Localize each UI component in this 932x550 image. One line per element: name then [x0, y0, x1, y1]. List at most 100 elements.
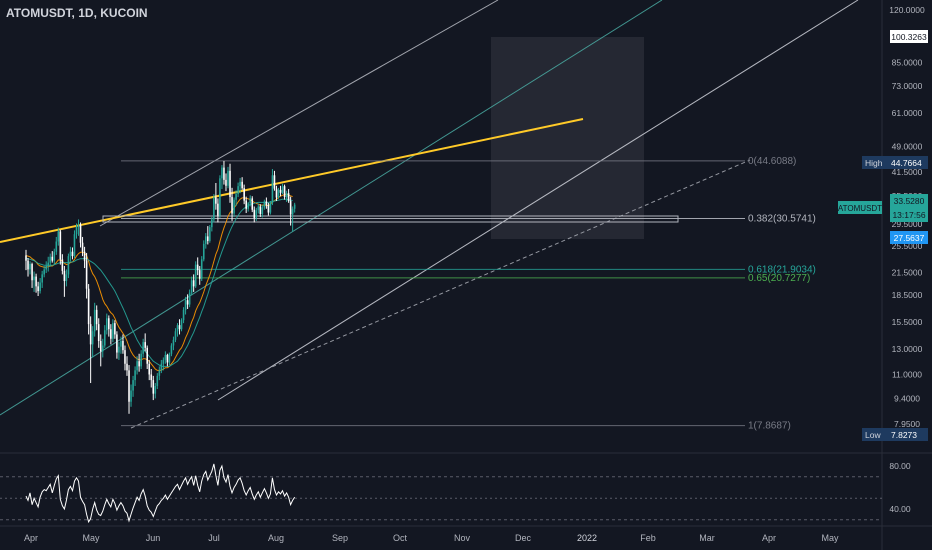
candle-body[interactable]	[55, 241, 58, 252]
candle-body[interactable]	[253, 209, 256, 218]
channel-line-lower[interactable]	[217, 0, 859, 401]
candle-body[interactable]	[198, 270, 201, 279]
candle-body[interactable]	[158, 370, 161, 376]
candle-body[interactable]	[37, 286, 39, 292]
candle-body[interactable]	[255, 210, 258, 218]
candle-body[interactable]	[170, 345, 173, 354]
candle-body[interactable]	[99, 340, 102, 352]
candle-body[interactable]	[136, 361, 138, 371]
candle-body[interactable]	[190, 280, 193, 293]
candle-body[interactable]	[259, 206, 262, 215]
candle-body[interactable]	[91, 331, 94, 345]
candle-body[interactable]	[103, 330, 106, 346]
candle-body[interactable]	[164, 354, 167, 360]
candle-body[interactable]	[283, 186, 286, 198]
candle-body[interactable]	[142, 342, 144, 354]
candle-body[interactable]	[287, 193, 290, 202]
candle-body[interactable]	[239, 181, 241, 187]
rsi-indicator[interactable]: 80.00 40.00	[0, 461, 911, 524]
candle-body[interactable]	[114, 323, 116, 335]
candle-body[interactable]	[53, 251, 56, 261]
candlestick-series[interactable]	[25, 160, 296, 414]
candle-body[interactable]	[168, 353, 171, 363]
candle-body[interactable]	[152, 380, 155, 394]
candle-body[interactable]	[229, 170, 231, 198]
candle-body[interactable]	[291, 208, 294, 215]
candle-body[interactable]	[209, 227, 211, 241]
candle-body[interactable]	[180, 320, 183, 330]
candle-body[interactable]	[200, 259, 203, 279]
candle-body[interactable]	[237, 186, 239, 195]
candle-body[interactable]	[57, 231, 60, 242]
candle-body[interactable]	[33, 276, 35, 281]
candle-body[interactable]	[182, 309, 185, 321]
price-axis[interactable]: 120.0000 85.0000 73.0000 61.0000 49.0000 41.5…	[889, 5, 925, 429]
candle-body[interactable]	[263, 201, 266, 208]
candle-body[interactable]	[83, 251, 86, 261]
projection-box[interactable]	[491, 37, 644, 239]
candle-body[interactable]	[148, 363, 151, 375]
candle-body[interactable]	[140, 353, 142, 367]
candle-body[interactable]	[25, 255, 27, 261]
candle-body[interactable]	[146, 347, 148, 364]
candle-body[interactable]	[245, 200, 247, 209]
candle-body[interactable]	[257, 206, 260, 211]
candle-body[interactable]	[106, 318, 108, 331]
candle-body[interactable]	[93, 309, 96, 332]
candle-body[interactable]	[51, 256, 54, 261]
candle-body[interactable]	[233, 199, 235, 214]
candle-body[interactable]	[204, 236, 207, 244]
candle-body[interactable]	[223, 167, 225, 180]
candle-body[interactable]	[110, 329, 112, 339]
candle-body[interactable]	[215, 197, 217, 204]
candle-body[interactable]	[73, 234, 76, 257]
candle-body[interactable]	[61, 259, 64, 271]
candle-body[interactable]	[271, 175, 274, 203]
candle-body[interactable]	[47, 262, 50, 267]
dashed-support-line[interactable]	[130, 159, 751, 429]
candle-body[interactable]	[188, 292, 191, 305]
candle-body[interactable]	[75, 227, 78, 235]
candle-body[interactable]	[112, 323, 114, 339]
candle-body[interactable]	[89, 324, 92, 345]
candle-body[interactable]	[118, 346, 120, 353]
candle-body[interactable]	[221, 167, 223, 179]
candle-body[interactable]	[243, 188, 245, 201]
time-axis[interactable]: Apr May Jun Jul Aug Sep Oct Nov Dec 2022 Feb Mar Apr…	[24, 533, 839, 543]
drawings-layer[interactable]	[0, 0, 859, 429]
candle-body[interactable]	[196, 264, 199, 271]
candle-body[interactable]	[241, 181, 243, 189]
candle-body[interactable]	[166, 354, 169, 363]
candle-body[interactable]	[261, 207, 264, 215]
candle-body[interactable]	[275, 188, 278, 198]
candle-body[interactable]	[71, 251, 74, 257]
candle-body[interactable]	[184, 300, 187, 310]
candle-body[interactable]	[27, 260, 29, 270]
price-pane[interactable]	[0, 0, 882, 453]
candle-body[interactable]	[176, 325, 179, 332]
candle-body[interactable]	[213, 197, 215, 220]
candle-body[interactable]	[108, 318, 110, 330]
rsi-pane[interactable]	[0, 454, 882, 526]
candle-body[interactable]	[81, 242, 84, 252]
candle-body[interactable]	[130, 390, 132, 402]
candle-body[interactable]	[235, 194, 237, 200]
candle-body[interactable]	[227, 170, 229, 186]
candle-body[interactable]	[154, 385, 157, 394]
candle-body[interactable]	[247, 203, 249, 209]
candle-body[interactable]	[132, 380, 134, 391]
candle-body[interactable]	[289, 201, 292, 215]
candle-body[interactable]	[174, 331, 177, 340]
candle-body[interactable]	[116, 334, 118, 353]
candle-body[interactable]	[39, 282, 41, 292]
candle-body[interactable]	[49, 256, 52, 263]
candle-body[interactable]	[192, 280, 195, 287]
candle-body[interactable]	[186, 300, 189, 305]
candle-body[interactable]	[273, 175, 276, 189]
candle-body[interactable]	[69, 251, 72, 257]
candle-body[interactable]	[231, 197, 233, 214]
candle-body[interactable]	[217, 203, 219, 216]
channel-line-teal[interactable]	[0, 0, 663, 416]
candle-body[interactable]	[63, 270, 66, 282]
candle-body[interactable]	[150, 374, 153, 381]
